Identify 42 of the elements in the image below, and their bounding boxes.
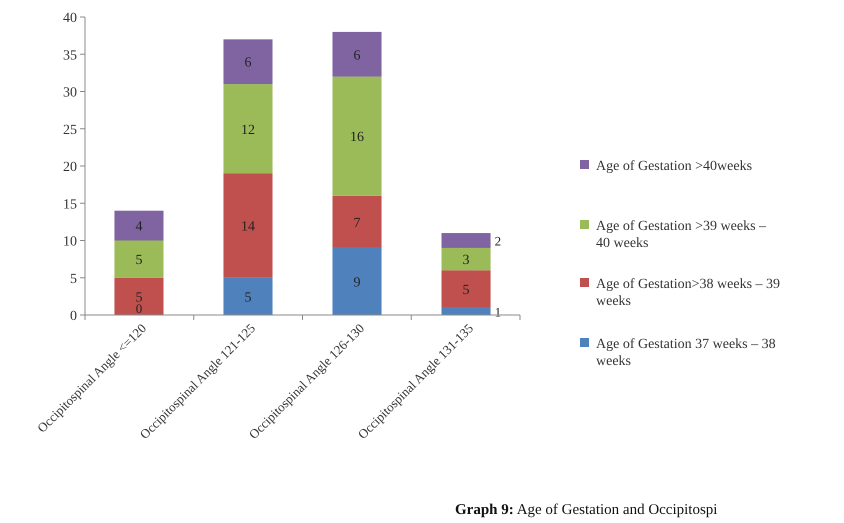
data-label: 7	[354, 216, 361, 231]
bar	[442, 308, 491, 315]
data-label: 6	[354, 48, 361, 64]
y-tick-label: 5	[70, 272, 77, 287]
bar	[114, 240, 164, 278]
y-tick-label: 0	[70, 309, 77, 324]
bar	[442, 233, 491, 248]
bar	[223, 84, 273, 174]
data-label: 2	[494, 234, 502, 248]
data-label: 3	[462, 253, 470, 268]
y-tick-label: 30	[63, 86, 77, 100]
bar	[114, 210, 164, 240]
y-tick-label: 10	[63, 234, 77, 250]
legend-label: Age of Gestation >40weeks	[596, 159, 752, 174]
y-tick-label: 40	[63, 11, 77, 26]
bar	[332, 76, 382, 196]
data-label: 6	[244, 56, 252, 71]
bar	[114, 278, 164, 315]
legend-label: Age of Gestation>38 weeks – 39 weeks	[596, 277, 780, 309]
bar	[223, 173, 273, 278]
data-label: 5	[462, 282, 470, 298]
y-tick-label: 15	[63, 197, 77, 212]
data-label: 4	[135, 220, 142, 235]
bar	[442, 248, 491, 270]
data-label: 16	[350, 130, 364, 146]
bar	[223, 278, 273, 315]
data-label: 5	[135, 253, 142, 268]
bar	[332, 196, 382, 248]
legend-label: Age of Gestation 37 weeks – 38 weeks	[596, 337, 776, 369]
bar	[223, 39, 273, 84]
y-tick-label: 25	[63, 122, 77, 138]
data-label: 12	[240, 122, 255, 138]
data-label: 5	[244, 290, 252, 306]
y-tick-label: 20	[63, 160, 77, 175]
caption: Graph 9: Age of Gestation and Occipitospi	[455, 502, 718, 518]
data-label: 14	[240, 220, 255, 235]
bar	[332, 32, 382, 77]
y-tick-label: 35	[63, 48, 77, 64]
bar	[442, 270, 491, 308]
legend-label: Age of Gestation >39 weeks – 40 weeks	[596, 219, 768, 251]
bar	[332, 248, 382, 315]
data-label: 9	[354, 275, 361, 290]
